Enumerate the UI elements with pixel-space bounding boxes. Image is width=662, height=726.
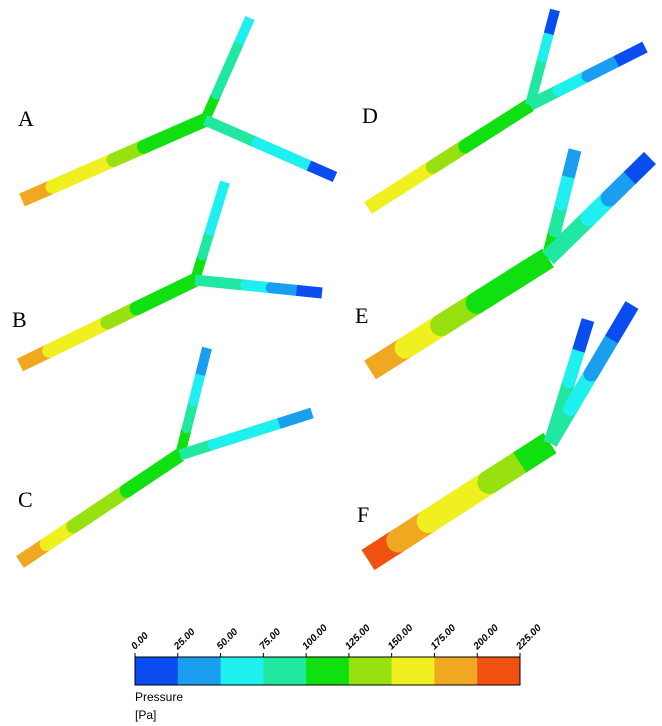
panel-label: A: [18, 106, 34, 131]
colorbar-tick-label: 50.00: [215, 626, 241, 652]
vessel-segment: [195, 346, 212, 376]
vessel-segment: [605, 301, 639, 344]
vessel-segment: [119, 465, 161, 498]
vessel-segment: [623, 151, 656, 185]
vessel-segment: [129, 287, 173, 316]
vessel-segment: [555, 170, 575, 211]
vessel-segment: [188, 369, 206, 407]
vessel-segment: [465, 269, 524, 314]
colorbar-segment: [135, 657, 179, 685]
vessel-segment: [162, 273, 199, 301]
vessel-segment: [543, 8, 560, 36]
vessel-segment: [477, 450, 532, 494]
vessel-segment: [277, 407, 314, 429]
colorbar-title: Pressure: [135, 690, 183, 704]
vessel-segment: [562, 344, 585, 388]
colorbar-tick-label: 0.00: [129, 630, 151, 652]
vessel-segment: [493, 99, 534, 132]
panel-label: D: [362, 103, 378, 128]
vessel-segment: [583, 332, 619, 382]
vessel-segment: [178, 439, 215, 461]
vessel-segment: [561, 148, 582, 179]
colorbar-tick-label: 125.00: [343, 622, 373, 652]
colorbar-segment: [306, 657, 350, 685]
vessel-segment: [513, 432, 557, 473]
colorbar-frame: [134, 656, 521, 686]
vessel-segment: [205, 201, 223, 236]
vessel-segment: [234, 15, 255, 46]
colorbar-tick-label: 100.00: [300, 622, 330, 652]
colorbar-segment: [434, 657, 478, 685]
colorbar-segment: [391, 657, 435, 685]
colorbar-segment: [177, 657, 222, 685]
panel-label: C: [18, 487, 33, 512]
vessel-segment: [296, 284, 323, 299]
panel-label: B: [12, 307, 27, 332]
colorbar-unit: [Pa]: [135, 708, 156, 722]
vessel-segment: [222, 38, 244, 74]
colorbar-segment: [348, 657, 393, 685]
vessel-segment: [265, 282, 303, 296]
vessel-segment: [581, 55, 623, 82]
colorbar-segment: [477, 657, 521, 685]
colorbar-tick-label: 75.00: [258, 626, 284, 652]
vessel-segment: [306, 160, 338, 183]
vessel-segment: [458, 118, 505, 154]
vessel-segment: [277, 148, 315, 172]
colorbar-segment: [220, 657, 264, 685]
vessel-segment: [137, 126, 182, 154]
colorbar-tick-label: 225.00: [514, 622, 544, 652]
colorbar-segment: [263, 657, 307, 685]
vessel-segment: [506, 248, 554, 290]
colorbar-tick-label: 150.00: [386, 622, 416, 652]
vessel-segment: [600, 169, 639, 207]
vessel-segment: [613, 41, 648, 67]
panel-label: E: [355, 303, 368, 328]
vessel-segment: [537, 28, 554, 63]
colorbar-tick-label: 25.00: [171, 626, 197, 652]
colorbar-tick-label: 200.00: [471, 622, 501, 652]
vessel-segment: [207, 428, 252, 450]
vessel-segment: [149, 449, 184, 479]
vessel-segment: [171, 113, 208, 140]
colorbar-tick-label: 175.00: [429, 622, 459, 652]
vessel-segment: [572, 318, 595, 353]
panel-label: F: [357, 502, 369, 527]
vessel-segment: [212, 180, 230, 208]
vessel-segment: [240, 418, 285, 440]
